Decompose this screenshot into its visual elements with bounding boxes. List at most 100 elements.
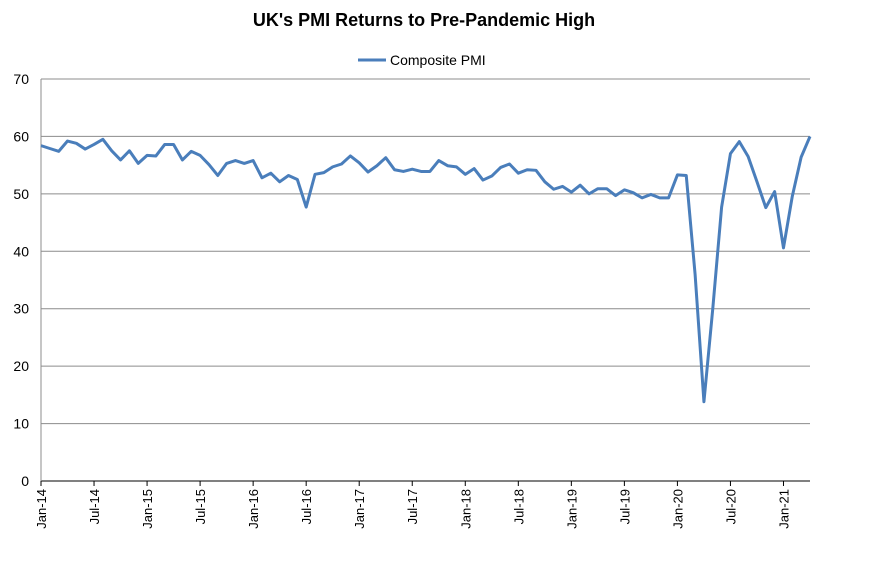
data-point bbox=[517, 172, 520, 175]
data-point bbox=[632, 191, 635, 194]
data-point bbox=[455, 165, 458, 168]
data-point bbox=[172, 143, 175, 146]
data-point bbox=[667, 196, 670, 199]
data-point bbox=[314, 173, 317, 176]
data-point bbox=[331, 165, 334, 168]
data-point bbox=[685, 174, 688, 177]
y-tick-label: 30 bbox=[13, 301, 29, 317]
data-point bbox=[110, 149, 113, 152]
x-tick-label: Jan-21 bbox=[776, 489, 791, 529]
data-point bbox=[358, 161, 361, 164]
data-point bbox=[411, 168, 414, 171]
y-tick-label: 60 bbox=[13, 128, 29, 144]
data-point bbox=[570, 191, 573, 194]
data-point bbox=[234, 159, 237, 162]
data-point bbox=[243, 162, 246, 165]
series-layer bbox=[40, 135, 812, 404]
y-axis-tick-labels: 0 10 20 30 40 50 60 70 bbox=[13, 71, 29, 489]
data-point bbox=[40, 144, 43, 147]
data-point bbox=[154, 154, 157, 157]
data-point bbox=[526, 168, 529, 171]
x-tick-label: Jan-16 bbox=[246, 489, 261, 529]
x-tick-label: Jul-16 bbox=[299, 489, 314, 524]
data-point bbox=[216, 174, 219, 177]
x-tick-label: Jul-20 bbox=[723, 489, 738, 524]
chart-title: UK's PMI Returns to Pre-Pandemic High bbox=[252, 10, 596, 30]
data-point bbox=[764, 206, 767, 209]
data-point bbox=[579, 184, 582, 187]
data-point bbox=[641, 196, 644, 199]
data-point bbox=[260, 176, 263, 179]
y-tick-label: 40 bbox=[13, 243, 29, 259]
y-tick-label: 20 bbox=[13, 358, 29, 374]
data-point bbox=[349, 154, 352, 157]
data-point bbox=[694, 273, 697, 276]
data-point bbox=[773, 190, 776, 193]
data-point bbox=[93, 143, 96, 146]
data-point bbox=[199, 154, 202, 157]
data-point bbox=[137, 162, 140, 165]
data-point bbox=[163, 143, 166, 146]
legend-label: Composite PMI bbox=[390, 52, 486, 68]
x-tick-label: Jul-15 bbox=[193, 489, 208, 524]
data-point bbox=[269, 172, 272, 175]
x-tick-label: Jul-14 bbox=[87, 489, 102, 524]
data-point bbox=[296, 178, 299, 181]
data-point bbox=[543, 180, 546, 183]
data-point bbox=[561, 185, 564, 188]
data-point bbox=[747, 155, 750, 158]
data-point bbox=[499, 166, 502, 169]
data-point bbox=[75, 142, 78, 145]
data-point bbox=[207, 163, 210, 166]
data-point bbox=[473, 167, 476, 170]
data-point bbox=[490, 175, 493, 178]
data-point bbox=[800, 156, 803, 159]
data-point bbox=[596, 187, 599, 190]
data-point bbox=[428, 170, 431, 173]
legend: Composite PMI bbox=[358, 52, 486, 68]
y-tick-label: 50 bbox=[13, 186, 29, 202]
x-tick-label: Jul-19 bbox=[617, 489, 632, 524]
series-line-composite-pmi bbox=[40, 135, 812, 404]
y-tick-label: 0 bbox=[21, 473, 29, 489]
data-point bbox=[782, 246, 785, 249]
data-point bbox=[809, 135, 812, 138]
data-point bbox=[146, 154, 149, 157]
data-point bbox=[190, 150, 193, 153]
data-point bbox=[367, 171, 370, 174]
y-tick-label: 70 bbox=[13, 71, 29, 87]
data-point bbox=[720, 206, 723, 209]
data-point bbox=[181, 158, 184, 161]
x-tick-label: Jan-20 bbox=[670, 489, 685, 529]
data-point bbox=[322, 171, 325, 174]
x-tick-label: Jan-19 bbox=[564, 489, 579, 529]
data-point bbox=[402, 170, 405, 173]
data-point bbox=[552, 188, 555, 191]
data-point bbox=[534, 169, 537, 172]
data-point bbox=[481, 179, 484, 182]
data-point bbox=[287, 174, 290, 177]
data-point bbox=[101, 138, 104, 141]
data-point bbox=[375, 164, 378, 167]
data-point bbox=[48, 147, 51, 150]
data-point bbox=[711, 307, 714, 310]
data-point bbox=[340, 162, 343, 165]
data-point bbox=[57, 150, 60, 153]
gridlines bbox=[41, 78, 810, 482]
data-point bbox=[649, 193, 652, 196]
data-point bbox=[755, 180, 758, 183]
data-point bbox=[614, 194, 617, 197]
data-point bbox=[508, 162, 511, 165]
data-point bbox=[676, 173, 679, 176]
data-point bbox=[420, 170, 423, 173]
y-tick-label: 10 bbox=[13, 416, 29, 432]
data-point bbox=[225, 162, 228, 165]
x-tick-label: Jul-17 bbox=[405, 489, 420, 524]
data-point bbox=[119, 158, 122, 161]
data-point bbox=[446, 164, 449, 167]
data-point bbox=[66, 140, 69, 143]
x-tick-label: Jan-14 bbox=[34, 489, 49, 529]
data-point bbox=[437, 159, 440, 162]
x-tick-label: Jul-18 bbox=[511, 489, 526, 524]
